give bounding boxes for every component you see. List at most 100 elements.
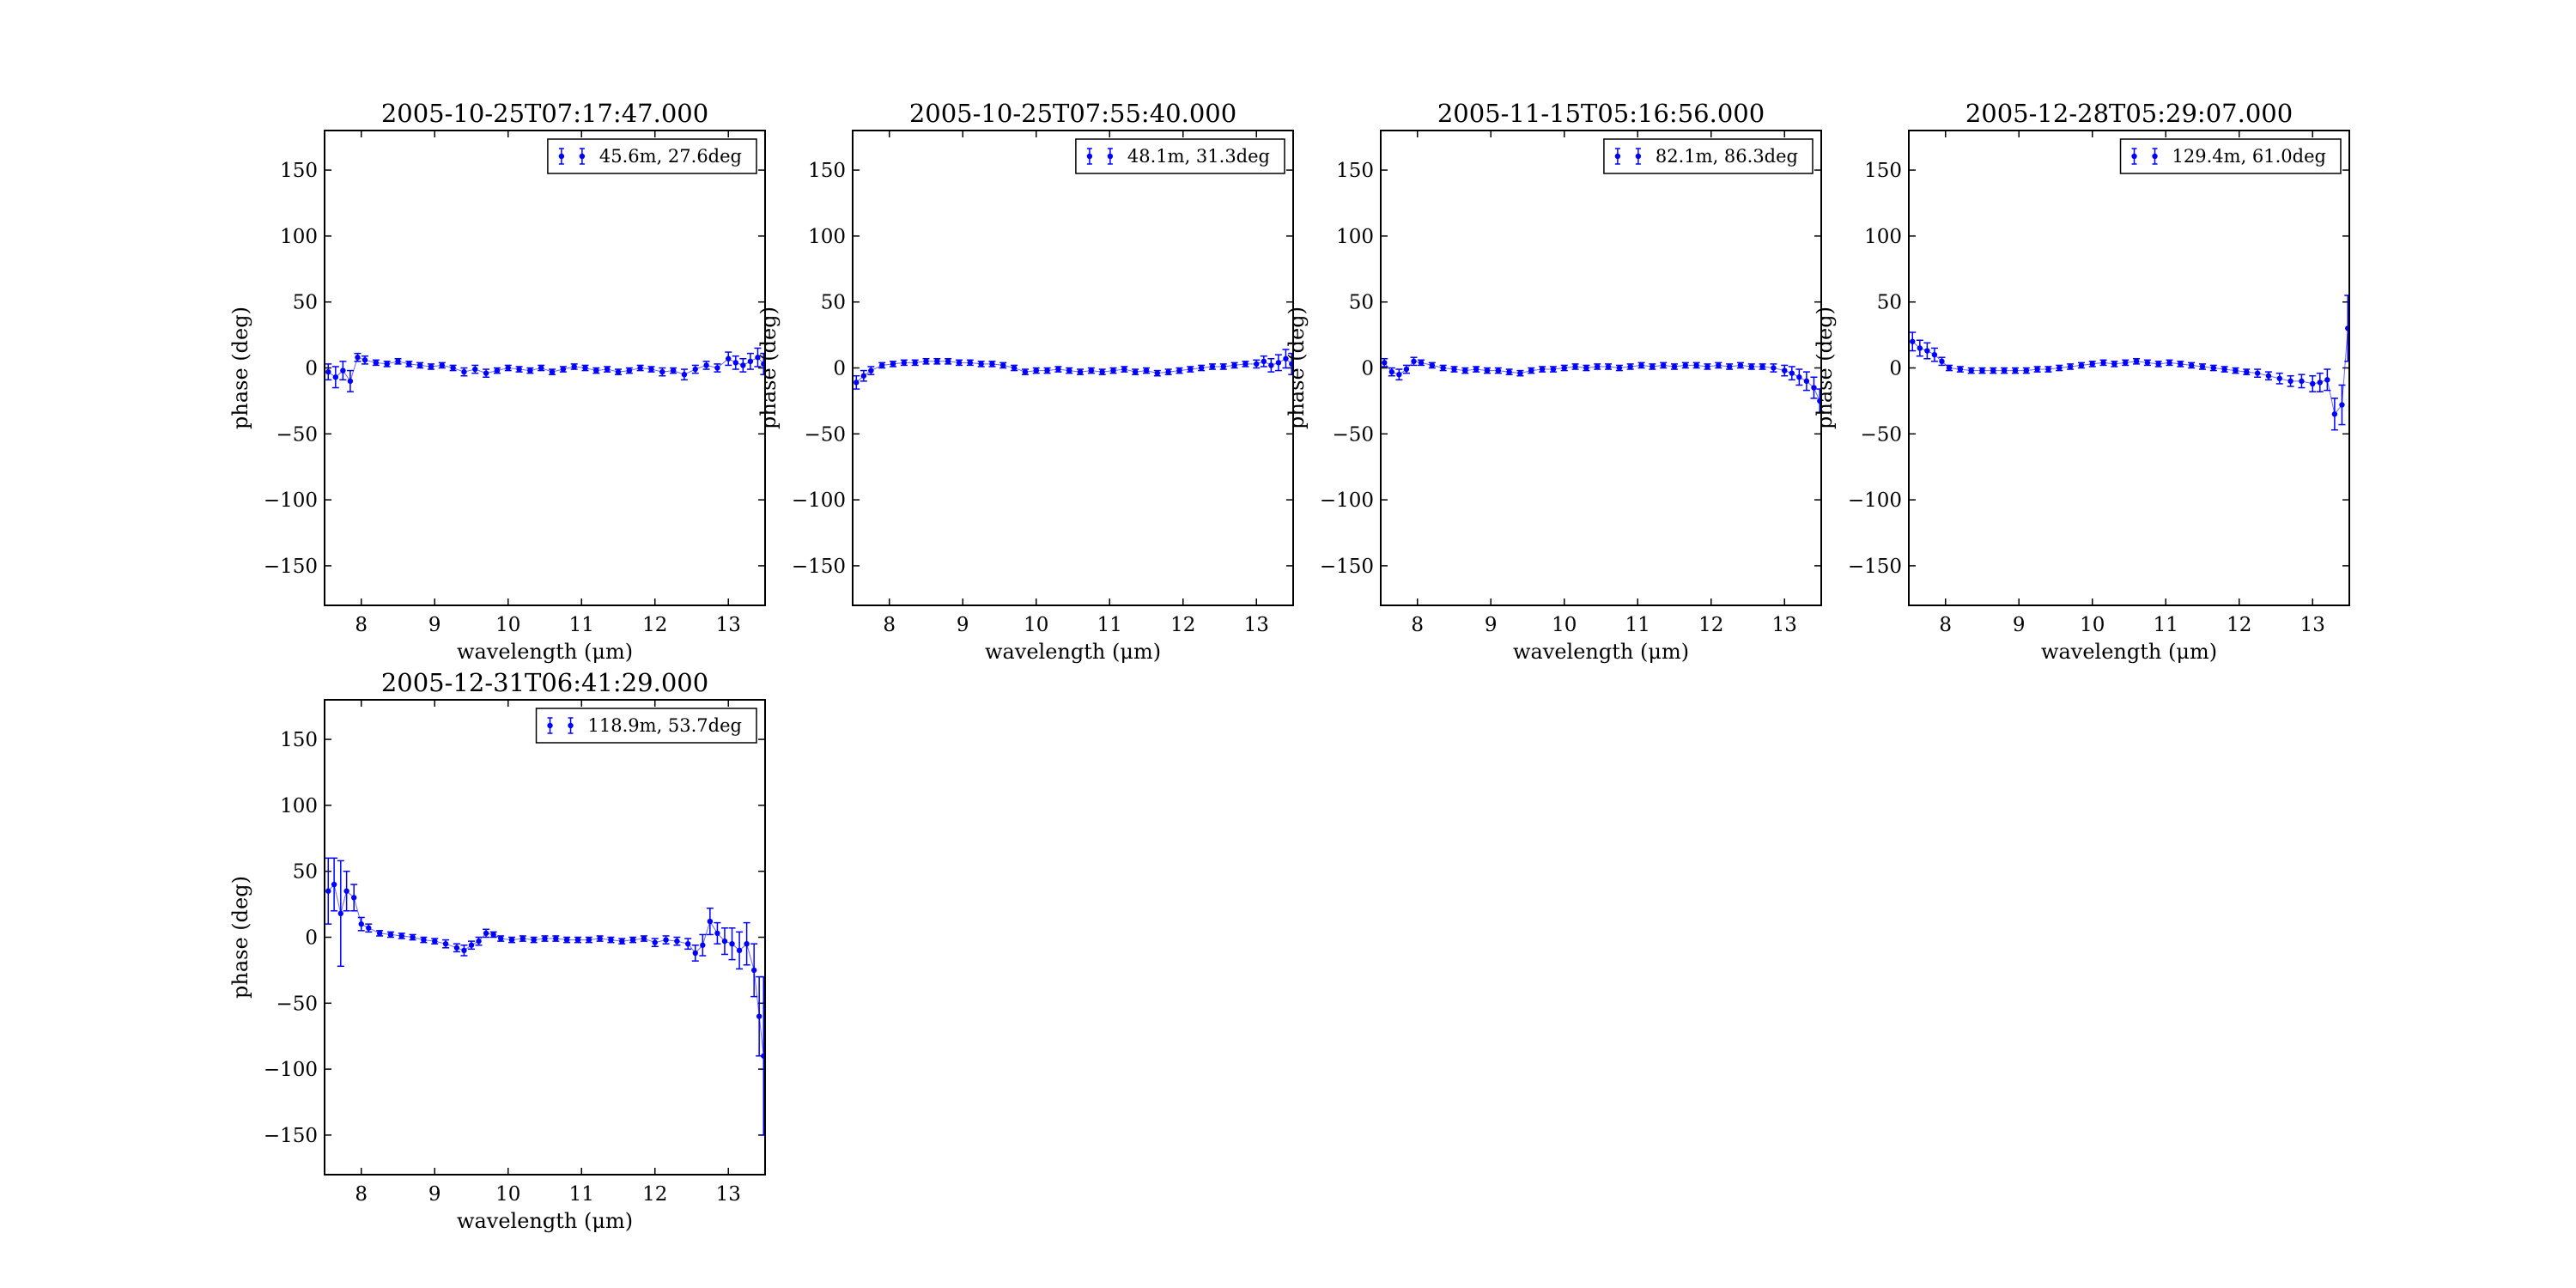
data-point xyxy=(626,368,633,374)
x-axis-label: wavelength (μm) xyxy=(2041,640,2217,664)
y-tick-label: −50 xyxy=(276,423,318,446)
axes-frame xyxy=(852,130,1294,606)
data-point xyxy=(1561,365,1567,371)
data-point xyxy=(2111,361,2117,368)
data-point xyxy=(1440,365,1446,371)
data-point xyxy=(1188,366,1194,373)
panel-title: 2005-10-25T07:55:40.000 xyxy=(909,99,1236,128)
data-point xyxy=(740,362,746,368)
data-point xyxy=(878,362,885,368)
data-point xyxy=(2100,360,2106,366)
data-point xyxy=(1605,363,1612,370)
data-point xyxy=(648,366,654,373)
data-point xyxy=(1254,361,1260,368)
data-point xyxy=(542,935,548,942)
data-point xyxy=(325,368,331,375)
axes-frame xyxy=(324,699,766,1176)
y-tick-label: 150 xyxy=(808,160,846,182)
data-point xyxy=(347,378,354,385)
data-point xyxy=(1782,368,1788,374)
data-point xyxy=(1506,368,1512,375)
data-point xyxy=(1737,362,1744,368)
data-point xyxy=(421,937,427,943)
data-point xyxy=(2287,378,2293,385)
x-tick-label: 11 xyxy=(2154,614,2178,636)
data-point xyxy=(2310,380,2316,387)
data-point xyxy=(608,937,614,943)
data-point xyxy=(663,937,669,943)
data-point xyxy=(1231,362,1237,368)
data-point xyxy=(1066,368,1072,374)
y-tick-label: 150 xyxy=(1336,160,1374,182)
legend-label: 48.1m, 31.3deg xyxy=(1127,146,1270,167)
y-axis-label: phase (deg) xyxy=(756,307,781,429)
x-tick-label: 12 xyxy=(642,1183,667,1206)
data-point xyxy=(1403,366,1410,373)
legend-marker-dot xyxy=(568,722,574,729)
data-point xyxy=(868,368,874,374)
data-point xyxy=(476,938,482,945)
data-point xyxy=(1968,368,1974,374)
data-point xyxy=(1198,365,1205,371)
data-point xyxy=(755,355,761,361)
y-tick-label: −150 xyxy=(792,556,846,578)
x-tick-label: 8 xyxy=(355,1183,368,1206)
legend-label: 82.1m, 86.3deg xyxy=(1656,146,1798,167)
data-point xyxy=(1539,366,1546,373)
data-point xyxy=(1716,362,1722,368)
data-point xyxy=(472,366,478,373)
data-point xyxy=(2254,370,2261,376)
y-tick-label: 100 xyxy=(280,226,318,248)
data-point xyxy=(571,363,577,370)
data-point xyxy=(2331,411,2338,417)
data-point xyxy=(2199,363,2206,370)
y-tick-label: 0 xyxy=(833,358,846,380)
data-point xyxy=(461,368,467,375)
data-point xyxy=(685,940,691,947)
series-markers xyxy=(1381,356,1821,414)
data-point xyxy=(1462,368,1468,374)
data-point xyxy=(1957,366,1964,373)
panel-4: 2005-12-28T05:29:07.000 phase (deg) wavele… xyxy=(1813,99,2350,664)
data-point xyxy=(1388,368,1395,375)
axes-frame xyxy=(1380,130,1822,606)
legend-marker-dot xyxy=(1086,153,1093,160)
data-point xyxy=(2345,325,2349,331)
x-axis-label: wavelength (μm) xyxy=(457,1209,633,1233)
y-tick-label: −50 xyxy=(804,423,846,446)
data-point xyxy=(1044,368,1050,374)
legend: 129.4m, 61.0deg xyxy=(2119,138,2342,174)
data-point xyxy=(574,937,581,943)
data-point xyxy=(761,1053,765,1059)
panel-1: 2005-10-25T07:17:47.000 phase (deg) wavele… xyxy=(228,99,766,664)
data-point xyxy=(582,365,588,371)
data-point xyxy=(700,942,706,948)
data-point xyxy=(2034,366,2040,373)
data-point xyxy=(597,935,603,942)
x-tick-label: 9 xyxy=(1485,614,1498,636)
data-point xyxy=(1033,368,1039,374)
data-point xyxy=(854,380,860,386)
x-tick-label: 8 xyxy=(355,614,368,636)
y-tick-label: 150 xyxy=(280,729,318,751)
data-point xyxy=(2133,358,2140,365)
data-point xyxy=(1726,363,1733,370)
data-point xyxy=(1789,370,1795,376)
data-point xyxy=(1704,363,1710,370)
data-point xyxy=(2221,366,2227,373)
data-point xyxy=(1616,365,1623,371)
data-point xyxy=(747,358,754,365)
series-markers xyxy=(325,857,765,1136)
panel-title: 2005-12-31T06:41:29.000 xyxy=(381,668,708,697)
data-point xyxy=(373,360,380,366)
legend: 82.1m, 86.3deg xyxy=(1603,138,1814,174)
data-point xyxy=(483,930,489,937)
legend-marker-dot xyxy=(579,153,586,160)
data-point xyxy=(1931,351,1938,358)
x-axis-label: wavelength (μm) xyxy=(1513,640,1689,664)
data-point xyxy=(331,881,337,888)
y-tick-label: 100 xyxy=(1864,226,1902,248)
data-point xyxy=(332,374,339,380)
data-point xyxy=(2123,360,2129,366)
panel-title: 2005-11-15T05:16:56.000 xyxy=(1437,99,1765,128)
